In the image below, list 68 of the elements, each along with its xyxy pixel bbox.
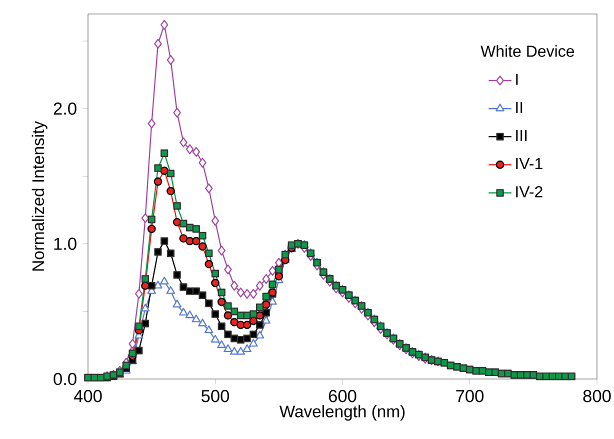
point: [166, 186, 175, 196]
legend-title: White Device: [480, 45, 574, 57]
point: [192, 314, 201, 322]
point: [160, 276, 169, 284]
point: [204, 183, 213, 194]
point: [198, 242, 207, 251]
point: [192, 236, 200, 246]
point: [224, 311, 232, 320]
point: [154, 38, 162, 49]
x-tick-label: 800: [583, 390, 611, 402]
point: [140, 304, 150, 312]
point: [179, 308, 188, 316]
point: [204, 260, 214, 268]
point: [249, 338, 258, 347]
point: [166, 54, 175, 65]
point: [160, 20, 168, 30]
point: [198, 318, 207, 326]
point: [262, 300, 270, 309]
point: [230, 280, 238, 291]
point: [243, 288, 251, 299]
point: [262, 274, 270, 284]
point: [173, 108, 181, 118]
x-tick-label: 400: [74, 390, 102, 402]
point: [230, 318, 239, 326]
point: [255, 330, 264, 339]
point: [224, 264, 232, 274]
point: [236, 346, 246, 355]
x-tick-label: 700: [456, 390, 484, 402]
point: [198, 158, 206, 168]
point: [148, 118, 156, 128]
legend-label: II: [516, 102, 522, 113]
point: [268, 266, 276, 276]
point: [250, 288, 258, 299]
x-tick-label: 500: [201, 390, 230, 402]
point: [186, 144, 194, 154]
point: [256, 280, 264, 291]
point: [185, 310, 194, 318]
point: [242, 344, 252, 352]
point: [166, 286, 176, 294]
y-axis-title: Normalized Intensity: [32, 121, 48, 271]
y-tick-label: 2.0: [54, 102, 76, 115]
point: [141, 213, 150, 224]
legend-label: III: [516, 130, 527, 141]
legend-label: IV-2: [516, 186, 542, 198]
point: [204, 325, 214, 334]
point: [147, 224, 156, 234]
point: [217, 340, 226, 348]
point: [135, 288, 143, 299]
point: [154, 177, 162, 186]
point: [211, 216, 220, 226]
point: [236, 287, 245, 298]
point: [218, 246, 226, 256]
point: [179, 234, 188, 243]
point: [242, 320, 252, 330]
legend-label: IV-1: [516, 158, 542, 170]
point: [217, 298, 226, 306]
point: [172, 300, 182, 308]
point: [180, 137, 188, 148]
y-tick-label: 1.0: [54, 238, 76, 250]
point: [211, 278, 220, 288]
point: [192, 146, 200, 157]
y-tick-label: 0.0: [54, 372, 76, 386]
x-tick-label: 600: [328, 390, 356, 402]
point: [224, 344, 232, 352]
point: [210, 334, 220, 343]
point: [128, 338, 136, 349]
legend-label: I: [516, 74, 518, 85]
x-axis-title: Wavelength (nm): [279, 405, 405, 421]
